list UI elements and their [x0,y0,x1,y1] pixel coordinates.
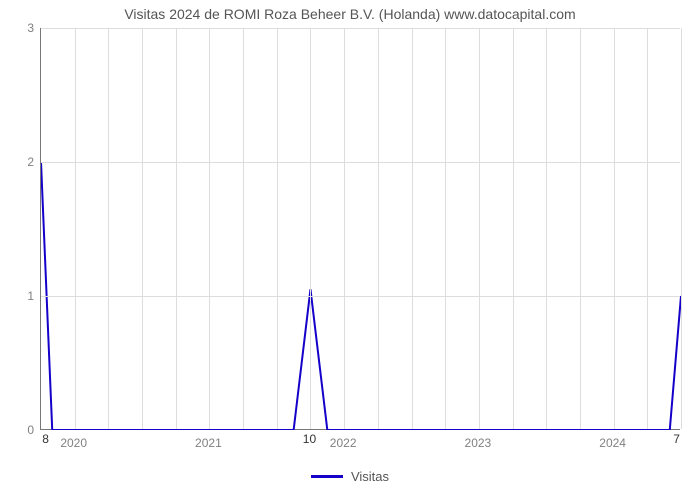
y-tick-label: 0 [4,423,34,437]
x-tick-label: 2020 [60,436,87,450]
x-tick-label: 2021 [195,436,222,450]
chart-title: Visitas 2024 de ROMI Roza Beheer B.V. (H… [0,6,700,22]
y-tick-label: 2 [4,155,34,169]
y-tick-label: 1 [4,289,34,303]
legend: Visitas [0,468,700,484]
x-tick-label: 2022 [330,436,357,450]
chart-container: Visitas 2024 de ROMI Roza Beheer B.V. (H… [0,0,700,500]
line-series [41,28,681,430]
x-tick-label: 2024 [599,436,626,450]
data-point-label: 10 [303,432,316,446]
y-tick-label: 3 [4,21,34,35]
data-point-label: 7 [673,432,680,446]
legend-label: Visitas [351,469,389,484]
plot-area [40,28,680,430]
data-point-label: 8 [42,432,49,446]
x-tick-label: 2023 [465,436,492,450]
legend-swatch [311,475,343,478]
